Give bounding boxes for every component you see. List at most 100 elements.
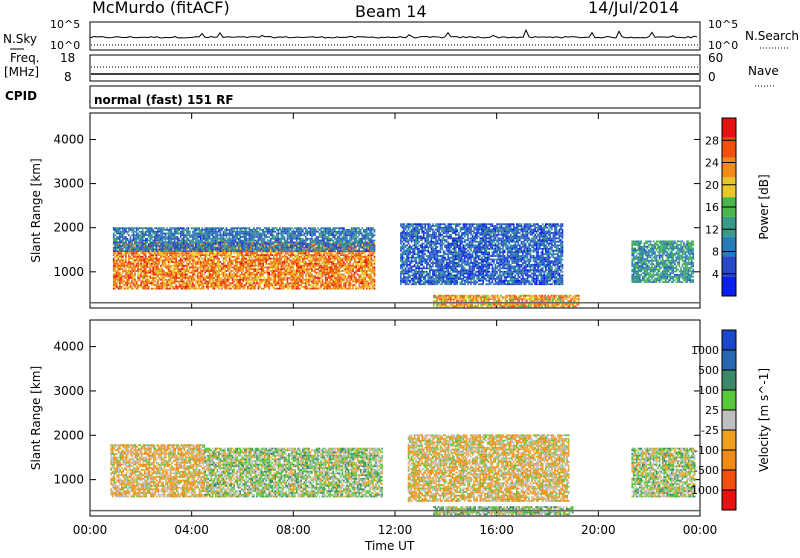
echo-cell (230, 270, 232, 272)
echo-cell (195, 252, 197, 254)
echo-cell (278, 277, 280, 279)
echo-cell (322, 270, 324, 272)
echo-cell (320, 260, 322, 262)
echo-cell (243, 281, 245, 283)
echo-cell (175, 252, 177, 254)
echo-cell (209, 279, 211, 281)
echo-cell (339, 270, 341, 272)
echo-cell (172, 243, 174, 245)
echo-cell (121, 236, 123, 238)
echo-cell (165, 288, 167, 290)
echo-cell (168, 270, 170, 272)
echo-cell (287, 252, 289, 254)
echo-cell (331, 258, 333, 260)
echo-cell (133, 250, 135, 252)
echo-cell (233, 274, 235, 276)
echo-cell (238, 247, 240, 249)
echo-cell (331, 252, 333, 254)
echo-cell (252, 268, 254, 270)
echo-cell (270, 267, 272, 269)
echo-cell (118, 288, 120, 290)
echo-cell (372, 252, 374, 254)
echo-cell (235, 256, 237, 258)
echo-cell (299, 284, 301, 286)
echo-cell (179, 256, 181, 258)
echo-cell (238, 250, 240, 252)
echo-cell (127, 247, 129, 249)
echo-cell (130, 261, 132, 263)
echo-cell (316, 268, 318, 270)
echo-cell (224, 229, 226, 231)
echo-cell (175, 236, 177, 238)
echo-cell (148, 227, 150, 229)
echo-cell (239, 267, 241, 269)
echo-cell (313, 256, 315, 258)
echo-cell (246, 236, 248, 238)
echo-cell (273, 260, 275, 262)
echo-cell (333, 284, 335, 286)
echo-cell (369, 268, 371, 270)
echo-cell (374, 281, 376, 283)
echo-cell (349, 265, 351, 267)
echo-cell (246, 252, 248, 254)
echo-cell (365, 284, 367, 286)
echo-cell (165, 250, 167, 252)
echo-cell (239, 227, 241, 229)
echo-cell (229, 267, 231, 269)
echo-cell (288, 272, 290, 274)
echo-cell (174, 247, 176, 249)
echo-cell (235, 270, 237, 272)
echo-cell (146, 245, 148, 247)
echo-cell (169, 288, 171, 290)
echo-cell (304, 270, 306, 272)
echo-cell (253, 277, 255, 279)
echo-cell (232, 231, 234, 233)
echo-cell (247, 233, 249, 235)
echo-cell (166, 286, 168, 288)
echo-cell (151, 261, 153, 263)
echo-cell (174, 274, 176, 276)
echo-cell (336, 268, 338, 270)
echo-cell (262, 275, 264, 277)
echo-cell (154, 234, 156, 236)
echo-cell (262, 256, 264, 258)
echo-cell (127, 288, 129, 290)
echo-cell (175, 265, 177, 267)
echo-cell (355, 268, 357, 270)
echo-cell (113, 281, 115, 283)
echo-cell (232, 277, 234, 279)
echo-cell (118, 241, 120, 243)
echo-cell (296, 275, 298, 277)
echo-cell (137, 250, 139, 252)
echo-cell (137, 274, 139, 276)
echo-cell (299, 252, 301, 254)
echo-cell (221, 234, 223, 236)
echo-cell (169, 229, 171, 231)
echo-cell (233, 227, 235, 229)
echo-cell (328, 254, 330, 256)
echo-cell (137, 284, 139, 286)
echo-cell (291, 275, 293, 277)
echo-cell (143, 261, 145, 263)
echo-cell (275, 288, 277, 290)
echo-cell (191, 272, 193, 274)
echo-cell (294, 256, 296, 258)
echo-cell (223, 268, 225, 270)
echo-cell (174, 281, 176, 283)
echo-cell (121, 233, 123, 235)
echo-cell (139, 236, 141, 238)
echo-cell (241, 272, 243, 274)
echo-cell (246, 254, 248, 256)
echo-cell (171, 231, 173, 233)
echo-cell (156, 238, 158, 240)
echo-cell (294, 260, 296, 262)
echo-cell (122, 261, 124, 263)
echo-cell (227, 261, 229, 263)
echo-cell (281, 256, 283, 258)
echo-cell (154, 243, 156, 245)
echo-cell (314, 256, 316, 258)
echo-cell (134, 268, 136, 270)
echo-cell (363, 261, 365, 263)
echo-cell (148, 234, 150, 236)
echo-cell (340, 286, 342, 288)
